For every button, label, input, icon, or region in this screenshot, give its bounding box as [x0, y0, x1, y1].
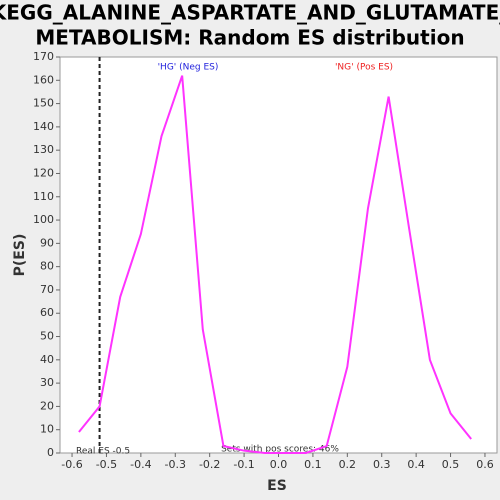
y-tick-label: 40 [40, 353, 54, 366]
footnote: Sets with pos scores: 46% [221, 445, 339, 455]
x-tick-label: -0.5 [96, 458, 117, 471]
y-tick-label: 150 [33, 97, 54, 110]
real-es-label: Real ES -0.5 [76, 447, 130, 457]
y-tick-label: 90 [40, 236, 54, 249]
data-line [78, 75, 472, 454]
y-axis-label: P(ES) [12, 234, 28, 277]
chart-title: KEGG_ALANINE_ASPARTATE_AND_GLUTAMATE_ [0, 1, 500, 25]
x-tick-label: -0.4 [130, 458, 151, 471]
y-tick-label: 80 [40, 260, 54, 273]
y-tick-label: 10 [40, 423, 54, 436]
x-tick-label: -0.1 [233, 458, 254, 471]
y-tick-label: 100 [33, 213, 54, 226]
plot-area [59, 56, 498, 454]
x-axis-label: ES [267, 478, 287, 494]
y-tick-label: 120 [33, 166, 54, 179]
chart-title: METABOLISM: Random ES distribution [35, 26, 464, 50]
x-tick-label: -0.6 [61, 458, 82, 471]
annotation: 'NG' (Pos ES) [335, 63, 393, 73]
y-tick-label: 140 [33, 120, 54, 133]
x-tick-label: 0.3 [373, 458, 391, 471]
y-tick-label: 130 [33, 143, 54, 156]
y-tick-label: 50 [40, 330, 54, 343]
x-tick-label: 0.0 [270, 458, 288, 471]
y-tick-label: 20 [40, 399, 54, 412]
y-tick-label: 0 [47, 446, 54, 459]
y-tick-label: 170 [33, 50, 54, 63]
x-tick-label: 0.5 [442, 458, 460, 471]
x-tick-label: -0.3 [165, 458, 186, 471]
y-tick-label: 70 [40, 283, 54, 296]
y-tick-label: 30 [40, 376, 54, 389]
y-tick-label: 160 [33, 73, 54, 86]
y-tick-label: 110 [33, 190, 54, 203]
x-tick-label: 0.4 [407, 458, 425, 471]
x-tick-label: 0.1 [304, 458, 322, 471]
x-tick-label: 0.6 [476, 458, 494, 471]
x-tick-label: 0.2 [339, 458, 357, 471]
annotation: 'HG' (Neg ES) [158, 63, 219, 73]
x-tick-label: -0.2 [199, 458, 220, 471]
y-tick-label: 60 [40, 306, 54, 319]
